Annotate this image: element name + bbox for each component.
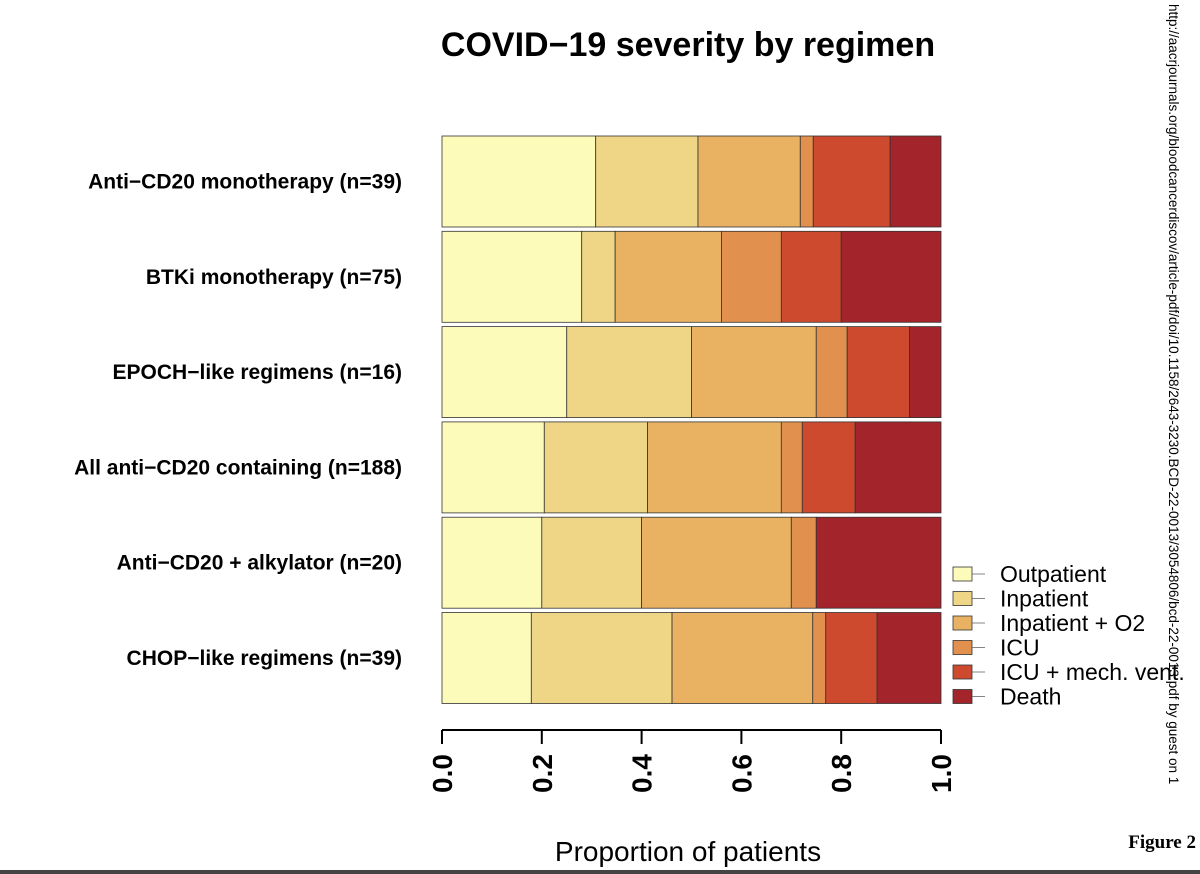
x-tick-label: 0.0 <box>427 754 458 793</box>
bar-segment-icu <box>815 326 848 419</box>
bar-segment-icu-mech-vent <box>846 326 910 419</box>
x-tick-label: 0.6 <box>726 754 757 793</box>
bar-segment-death <box>889 135 942 228</box>
bar-segment-death <box>876 612 942 704</box>
legend-label: ICU + mech. vent. <box>1000 659 1185 685</box>
category-label: Anti−CD20 + alkylator (n=20) <box>117 552 402 575</box>
bar-segment-inpatient <box>541 516 642 609</box>
bar-segment-icu-mech-vent <box>801 421 856 514</box>
bar-segment-death <box>815 516 942 609</box>
chart-title: COVID−19 severity by regimen <box>441 26 935 64</box>
bar-segment-icu <box>721 230 782 323</box>
legend-swatch <box>952 566 973 582</box>
bar-segment-icu <box>799 135 814 228</box>
bar-segment-icu <box>790 516 817 609</box>
bar-segment-inpatient <box>581 230 616 323</box>
bar-segment-outpatient <box>441 612 532 704</box>
bar-segment-icu <box>812 612 827 704</box>
bar-segment-inpatient-o2 <box>671 612 814 704</box>
bar-segment-inpatient-o2 <box>691 326 817 419</box>
bar-segment-inpatient <box>543 421 648 514</box>
bar-segment-outpatient <box>441 421 545 514</box>
figure-label: Figure 2 <box>1128 832 1196 853</box>
category-label: Anti−CD20 monotherapy (n=39) <box>88 171 402 194</box>
x-tick-label: 0.4 <box>627 754 658 793</box>
legend-label: Inpatient <box>1000 586 1089 612</box>
bar-segment-outpatient <box>441 516 543 609</box>
legend-swatch <box>952 664 973 680</box>
bar-segment-inpatient <box>595 135 699 228</box>
legend-swatch <box>952 640 973 655</box>
bar-segment-outpatient <box>441 326 568 419</box>
category-label: EPOCH−like regimens (n=16) <box>113 361 402 384</box>
legend-label: Inpatient + O2 <box>1000 610 1145 636</box>
bar-segment-outpatient <box>441 230 583 323</box>
category-label: CHOP−like regimens (n=39) <box>127 647 402 670</box>
legend-label: Outpatient <box>1000 561 1107 587</box>
category-label: All anti−CD20 containing (n=188) <box>74 456 402 479</box>
bar-segment-inpatient-o2 <box>647 421 782 514</box>
bar-segment-inpatient <box>530 612 673 704</box>
legend-swatch <box>952 591 973 606</box>
category-labels: Anti−CD20 monotherapy (n=39) BTKi monothe… <box>74 171 402 671</box>
x-axis: 0.0 0.2 0.4 0.6 0.8 1.0 <box>427 729 957 793</box>
bar-segment-death <box>854 421 942 514</box>
bar-segment-icu-mech-vent <box>812 135 891 228</box>
bar-segment-death <box>840 230 942 323</box>
legend-label: ICU <box>1000 635 1040 661</box>
bar-segment-icu-mech-vent <box>780 230 842 323</box>
x-tick-label: 1.0 <box>926 754 957 793</box>
bar-segment-death <box>909 326 942 419</box>
bar-segment-inpatient-o2 <box>641 516 792 609</box>
side-note: http://aacrjournals.org/bloodcancerdisco… <box>1166 4 1181 784</box>
x-tick-label: 0.2 <box>527 754 558 793</box>
bottom-divider <box>0 870 1200 874</box>
bar-segment-icu <box>780 421 803 514</box>
bar-area <box>441 135 942 704</box>
category-label: BTKi monotherapy (n=75) <box>146 266 402 289</box>
x-tick-label: 0.8 <box>826 754 857 793</box>
bar-segment-inpatient-o2 <box>614 230 722 323</box>
legend-swatch <box>952 615 973 631</box>
bar-segment-inpatient-o2 <box>697 135 801 228</box>
bar-segment-outpatient <box>441 135 597 228</box>
legend-label: Death <box>1000 684 1061 710</box>
bar-segment-inpatient <box>566 326 692 419</box>
bar-segment-icu-mech-vent <box>825 612 878 704</box>
legend-swatch <box>952 689 973 704</box>
x-axis-label: Proportion of patients <box>555 836 821 867</box>
